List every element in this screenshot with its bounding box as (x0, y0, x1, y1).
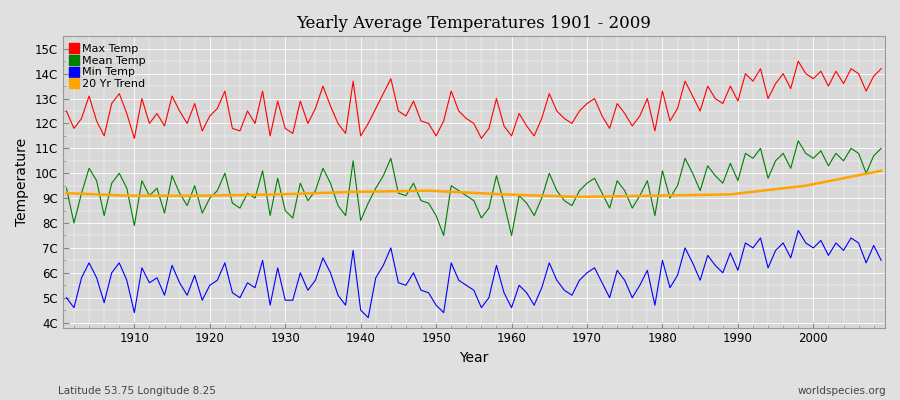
Title: Yearly Average Temperatures 1901 - 2009: Yearly Average Temperatures 1901 - 2009 (296, 15, 652, 32)
X-axis label: Year: Year (459, 351, 489, 365)
Text: worldspecies.org: worldspecies.org (798, 386, 886, 396)
Legend: Max Temp, Mean Temp, Min Temp, 20 Yr Trend: Max Temp, Mean Temp, Min Temp, 20 Yr Tre… (68, 42, 148, 91)
Y-axis label: Temperature: Temperature (15, 138, 29, 226)
Text: Latitude 53.75 Longitude 8.25: Latitude 53.75 Longitude 8.25 (58, 386, 216, 396)
